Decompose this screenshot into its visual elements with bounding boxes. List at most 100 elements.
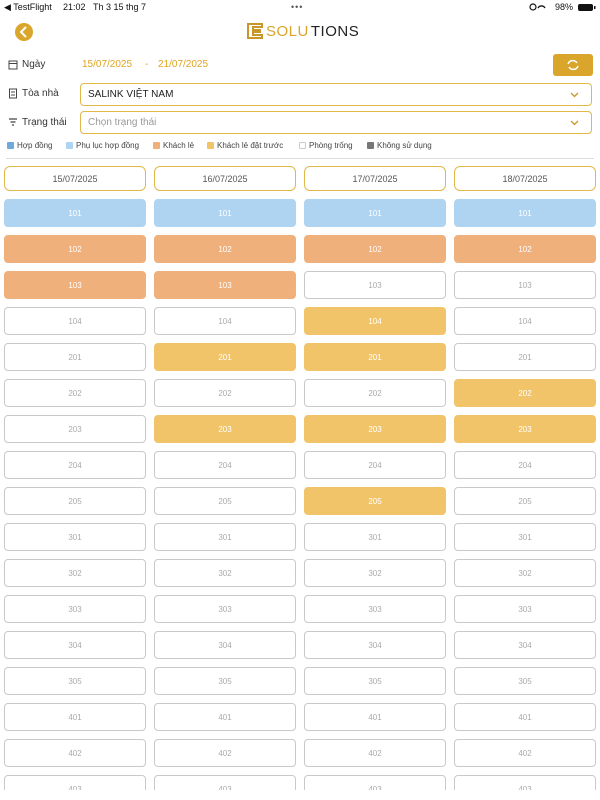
room-cell[interactable]: 201 bbox=[304, 343, 446, 371]
room-cell[interactable]: 301 bbox=[304, 523, 446, 551]
room-cell[interactable]: 403 bbox=[154, 775, 296, 790]
room-cell[interactable]: 202 bbox=[454, 379, 596, 407]
refresh-button[interactable] bbox=[553, 54, 593, 76]
room-cell[interactable]: 103 bbox=[4, 271, 146, 299]
room-cell[interactable]: 305 bbox=[304, 667, 446, 695]
room-cell[interactable]: 102 bbox=[454, 235, 596, 263]
room-cell[interactable]: 303 bbox=[4, 595, 146, 623]
date-separator: - bbox=[145, 59, 149, 70]
room-cell[interactable]: 401 bbox=[454, 703, 596, 731]
room-cell[interactable]: 202 bbox=[4, 379, 146, 407]
room-cell[interactable]: 204 bbox=[4, 451, 146, 479]
room-cell[interactable]: 401 bbox=[154, 703, 296, 731]
date-from[interactable]: 15/07/2025 bbox=[82, 59, 133, 70]
legend-item[interactable]: Phòng trống bbox=[299, 141, 353, 150]
room-cell[interactable]: 103 bbox=[154, 271, 296, 299]
back-app[interactable]: ◀ TestFlight bbox=[4, 2, 52, 12]
room-cell[interactable]: 301 bbox=[154, 523, 296, 551]
room-cell[interactable]: 301 bbox=[454, 523, 596, 551]
legend-item[interactable]: Không sử dụng bbox=[367, 141, 432, 150]
room-cell[interactable]: 201 bbox=[154, 343, 296, 371]
room-cell[interactable]: 101 bbox=[154, 199, 296, 227]
room-cell[interactable]: 305 bbox=[454, 667, 596, 695]
room-cell[interactable]: 205 bbox=[4, 487, 146, 515]
legend-item[interactable]: Hợp đồng bbox=[7, 141, 53, 150]
room-cell[interactable]: 301 bbox=[4, 523, 146, 551]
building-icon bbox=[9, 88, 17, 99]
room-cell[interactable]: 305 bbox=[154, 667, 296, 695]
room-cell[interactable]: 205 bbox=[304, 487, 446, 515]
room-cell[interactable]: 101 bbox=[454, 199, 596, 227]
room-cell[interactable]: 103 bbox=[304, 271, 446, 299]
clock: 21:02 bbox=[63, 2, 86, 12]
room-cell[interactable]: 402 bbox=[454, 739, 596, 767]
room-cell[interactable]: 203 bbox=[454, 415, 596, 443]
room-cell[interactable]: 303 bbox=[304, 595, 446, 623]
legend-swatch bbox=[7, 142, 14, 149]
legend-swatch bbox=[299, 142, 306, 149]
status-select[interactable]: Chọn trạng thái bbox=[80, 111, 592, 134]
legend-label: Không sử dụng bbox=[377, 141, 432, 150]
room-cell[interactable]: 104 bbox=[304, 307, 446, 335]
legend-label: Phòng trống bbox=[309, 141, 353, 150]
legend-label: Phụ lục hợp đồng bbox=[76, 141, 140, 150]
legend-swatch bbox=[153, 142, 160, 149]
room-cell[interactable]: 104 bbox=[154, 307, 296, 335]
room-cell[interactable]: 205 bbox=[154, 487, 296, 515]
room-cell[interactable]: 302 bbox=[4, 559, 146, 587]
date-to[interactable]: 21/07/2025 bbox=[158, 59, 209, 70]
room-cell[interactable]: 302 bbox=[304, 559, 446, 587]
room-cell[interactable]: 305 bbox=[4, 667, 146, 695]
room-cell[interactable]: 304 bbox=[4, 631, 146, 659]
room-cell[interactable]: 101 bbox=[304, 199, 446, 227]
room-cell[interactable]: 101 bbox=[4, 199, 146, 227]
status-placeholder: Chọn trạng thái bbox=[88, 117, 157, 128]
room-cell[interactable]: 304 bbox=[304, 631, 446, 659]
room-cell[interactable]: 103 bbox=[454, 271, 596, 299]
legend-item[interactable]: Phụ lục hợp đồng bbox=[66, 141, 139, 150]
room-cell[interactable]: 403 bbox=[4, 775, 146, 790]
room-cell[interactable]: 204 bbox=[454, 451, 596, 479]
room-cell[interactable]: 402 bbox=[4, 739, 146, 767]
room-cell[interactable]: 403 bbox=[454, 775, 596, 790]
room-cell[interactable]: 401 bbox=[4, 703, 146, 731]
back-button[interactable] bbox=[13, 21, 35, 43]
room-cell[interactable]: 201 bbox=[454, 343, 596, 371]
room-cell[interactable]: 104 bbox=[454, 307, 596, 335]
logo-rest: TIONS bbox=[310, 22, 360, 40]
room-cell[interactable]: 403 bbox=[304, 775, 446, 790]
logo-mark bbox=[247, 23, 263, 39]
room-cell[interactable]: 202 bbox=[154, 379, 296, 407]
room-cell[interactable]: 302 bbox=[454, 559, 596, 587]
room-cell[interactable]: 202 bbox=[304, 379, 446, 407]
room-cell[interactable]: 203 bbox=[154, 415, 296, 443]
room-cell[interactable]: 104 bbox=[4, 307, 146, 335]
room-cell[interactable]: 204 bbox=[154, 451, 296, 479]
room-cell[interactable]: 402 bbox=[304, 739, 446, 767]
battery-text: 98% bbox=[555, 2, 574, 12]
chevron bbox=[570, 120, 579, 126]
room-cell[interactable]: 303 bbox=[454, 595, 596, 623]
room-cell[interactable]: 302 bbox=[154, 559, 296, 587]
room-cell[interactable]: 203 bbox=[4, 415, 146, 443]
room-cell[interactable]: 102 bbox=[304, 235, 446, 263]
room-cell[interactable]: 205 bbox=[454, 487, 596, 515]
room-cell[interactable]: 401 bbox=[304, 703, 446, 731]
date-label: Ngày bbox=[22, 59, 46, 70]
room-cell[interactable]: 304 bbox=[154, 631, 296, 659]
room-cell[interactable]: 204 bbox=[304, 451, 446, 479]
date-header: 17/07/2025 bbox=[304, 166, 446, 191]
room-cell[interactable]: 303 bbox=[154, 595, 296, 623]
building-select[interactable]: SALINK VIỆT NAM bbox=[80, 83, 592, 106]
legend-item[interactable]: Khách lẻ đặt trước bbox=[207, 141, 283, 150]
legend-item[interactable]: Khách lẻ bbox=[153, 141, 194, 150]
legend-label: Khách lẻ đặt trước bbox=[217, 141, 284, 150]
room-cell[interactable]: 402 bbox=[154, 739, 296, 767]
room-cell[interactable]: 102 bbox=[4, 235, 146, 263]
room-cell[interactable]: 304 bbox=[454, 631, 596, 659]
logo: SOLU TIONS bbox=[246, 22, 359, 40]
room-cell[interactable]: 203 bbox=[304, 415, 446, 443]
room-cell[interactable]: 102 bbox=[154, 235, 296, 263]
room-cell[interactable]: 201 bbox=[4, 343, 146, 371]
